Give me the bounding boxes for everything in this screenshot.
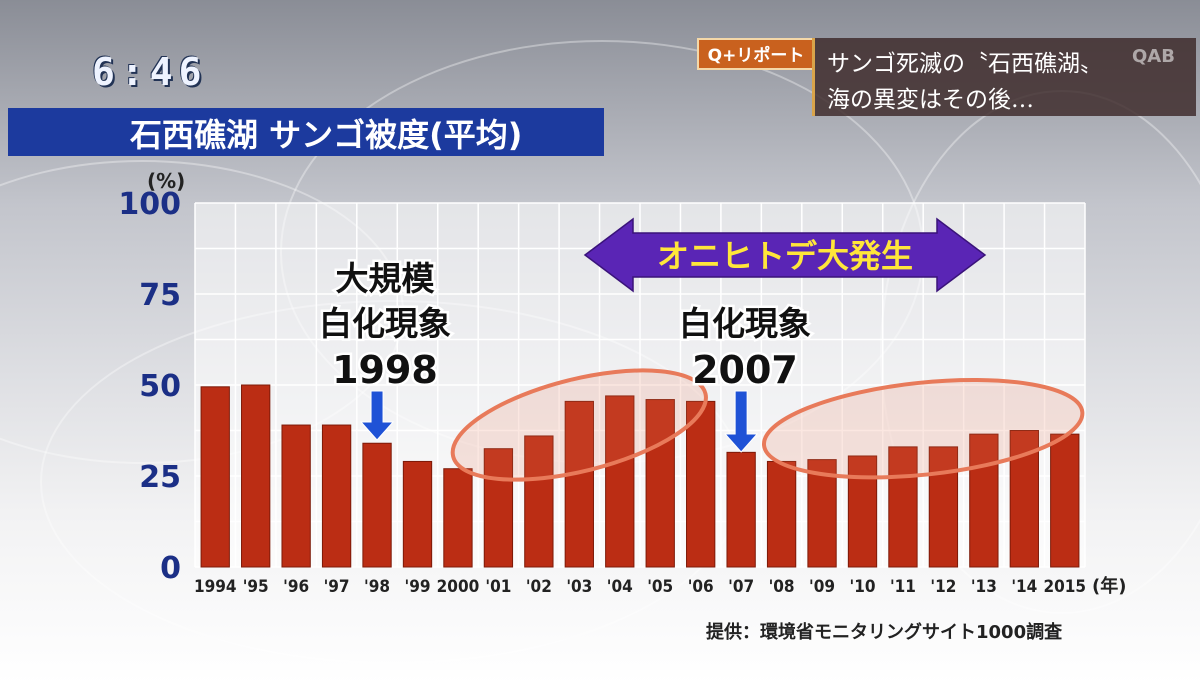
bar [443, 468, 473, 568]
down-arrow-icon [359, 390, 395, 441]
bar [969, 433, 999, 568]
bar [564, 400, 594, 568]
x-tick-label: '02 [526, 577, 552, 597]
x-tick-label: 1994 [194, 577, 237, 597]
annotation-1998-line: 白化現象 [319, 304, 451, 343]
bar [321, 424, 352, 568]
starfish-outbreak-label: オニヒトデ大発生 [657, 237, 913, 275]
bar [686, 400, 716, 568]
x-tick-label: '13 [971, 577, 997, 597]
bar [241, 384, 271, 568]
x-tick-label: '08 [769, 577, 795, 597]
annotation-1998-line: 大規模 [336, 259, 436, 298]
highlight-ellipse [450, 368, 708, 482]
y-tick-label: 100 [118, 187, 181, 222]
bar [362, 442, 392, 568]
x-tick-label: '01 [485, 577, 511, 597]
double-arrow-banner [583, 217, 987, 293]
bar [402, 460, 433, 568]
annotation-1998-year: 1998 [332, 348, 438, 392]
bar [807, 459, 837, 568]
x-tick-label: '10 [850, 577, 876, 597]
y-axis-unit: (%) [147, 169, 185, 193]
x-tick-label: '96 [283, 577, 309, 597]
x-tick-label: '06 [688, 577, 714, 597]
y-tick-label: 75 [139, 278, 181, 313]
bar [200, 386, 230, 568]
bar [483, 448, 514, 568]
x-tick-label: '04 [607, 577, 633, 597]
chart-title: 石西礁湖 サンゴ被度(平均) [130, 116, 523, 154]
annotation-2007-year: 2007 [692, 348, 798, 392]
x-tick-label: '05 [647, 577, 673, 597]
bar [726, 451, 756, 568]
clock: 6:46 [92, 50, 208, 94]
x-tick-label: '07 [728, 577, 754, 597]
highlight-ellipse [761, 377, 1085, 480]
x-tick-label: '12 [930, 577, 956, 597]
title-band [8, 108, 604, 156]
x-tick-label: '09 [809, 577, 835, 597]
x-tick-label: '98 [364, 577, 390, 597]
bar [524, 435, 554, 568]
x-tick-label: 2015 [1043, 577, 1086, 597]
bar [605, 395, 635, 568]
headline-box: サンゴ死滅の〝石西礁湖〟 海の異変はその後… [812, 38, 1196, 116]
down-arrow-icon [724, 390, 759, 453]
bar [1050, 433, 1080, 568]
annotation-2007-line: 白化現象 [679, 304, 811, 343]
y-tick-label: 25 [139, 460, 181, 495]
x-tick-label: '11 [890, 577, 916, 597]
x-tick-label: '95 [243, 577, 269, 597]
bar [888, 446, 918, 568]
bar [281, 424, 311, 568]
x-tick-label: '97 [324, 577, 350, 597]
bar [847, 455, 878, 568]
bar [766, 460, 797, 568]
headline-line-1: サンゴ死滅の〝石西礁湖〟 [827, 51, 1103, 77]
y-tick-label: 50 [139, 369, 181, 404]
x-tick-label: '99 [405, 577, 431, 597]
x-tick-label: '14 [1011, 577, 1037, 597]
bar [928, 446, 959, 568]
headline-line-2: 海の異変はその後… [827, 87, 1034, 113]
x-tick-label: '03 [566, 577, 592, 597]
bar [645, 399, 675, 568]
channel-logo: QAB [1132, 46, 1175, 67]
y-tick-label: 0 [160, 551, 181, 586]
x-axis-unit: (年) [1092, 575, 1126, 597]
x-tick-label: 2000 [437, 577, 480, 597]
source-credit: 提供：環境省モニタリングサイト1000調査 [706, 622, 1063, 643]
